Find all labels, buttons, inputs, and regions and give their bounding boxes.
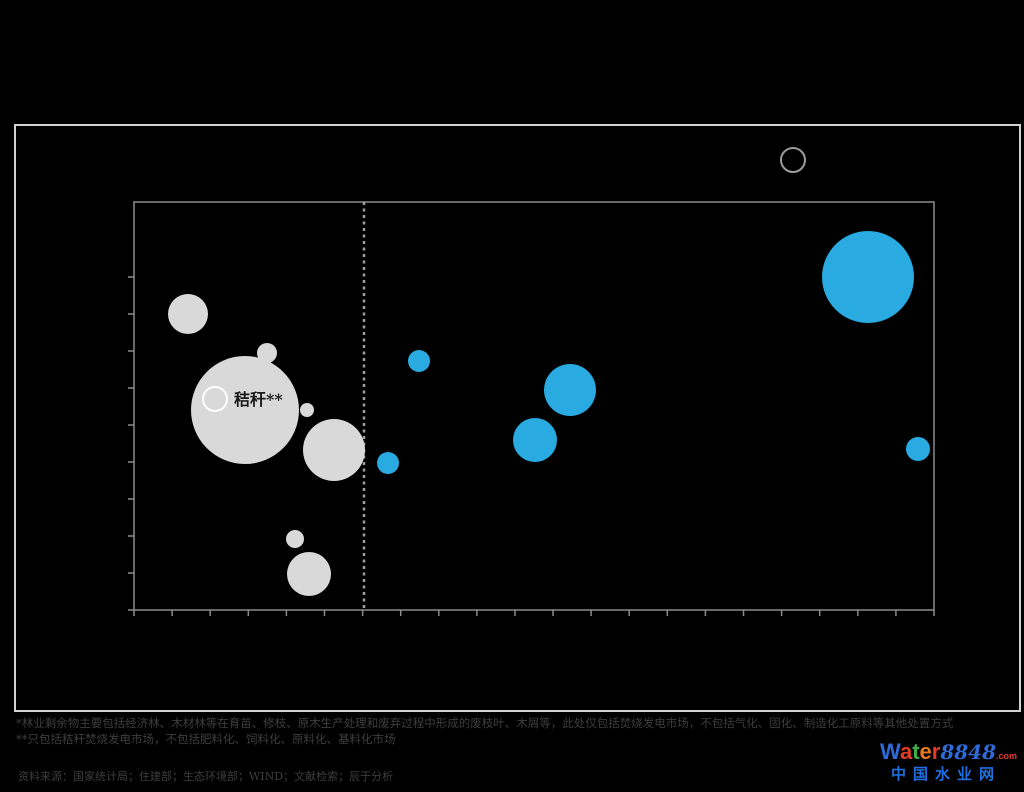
logo-letter: W [880, 739, 900, 764]
footnotes: *林业剩余物主要包括经济林、木材林等在育苗、修枝、原木生产处理和废弃过程中形成的… [16, 716, 1006, 747]
legend-size-circle [780, 147, 806, 173]
water8848-logo: Water8848.com 中国水业网 [880, 739, 1017, 783]
plot-border [133, 201, 935, 611]
logo-letter: a [899, 739, 913, 764]
blue-bubble [377, 452, 399, 474]
blue-bubble [544, 364, 596, 416]
chart-panel: 秸秆** [14, 124, 1021, 712]
gray-bubble [300, 403, 314, 417]
gray-bubble [168, 294, 208, 334]
logo-letter: e [919, 739, 932, 764]
footnote-line-1: *林业剩余物主要包括经济林、木材林等在育苗、修枝、原木生产处理和废弃过程中形成的… [16, 716, 954, 730]
logo-number: 8848 [940, 740, 997, 764]
blue-bubble [822, 231, 914, 323]
gray-bubble [287, 552, 331, 596]
logo-word: Water [880, 739, 940, 764]
gray-bubble [257, 343, 277, 363]
blue-bubble [513, 418, 557, 462]
logo-letter: t [912, 739, 920, 764]
bubble-chart: 秸秆** [128, 147, 935, 616]
footnote-line-2: **只包括秸秆焚烧发电市场，不包括肥料化、饲料化、原料化、基料化市场 [16, 731, 396, 746]
blue-bubble [408, 350, 430, 372]
gray-bubble [303, 419, 365, 481]
blue-bubble [906, 437, 930, 461]
source-line: 资料来源：国家统计局；住建部；生态环境部；WIND；文献检索；辰于分析 [18, 770, 394, 783]
logo-tld: .com [996, 751, 1018, 761]
straw-highlight-ring [202, 386, 228, 412]
straw-label: 秸秆** [234, 390, 283, 409]
logo-tagline: 中国水业网 [890, 766, 1001, 783]
logo-letter: r [931, 739, 941, 764]
gray-bubble [191, 356, 299, 464]
gray-bubble [286, 530, 304, 548]
logo-top-line: Water8848.com [880, 739, 1017, 764]
